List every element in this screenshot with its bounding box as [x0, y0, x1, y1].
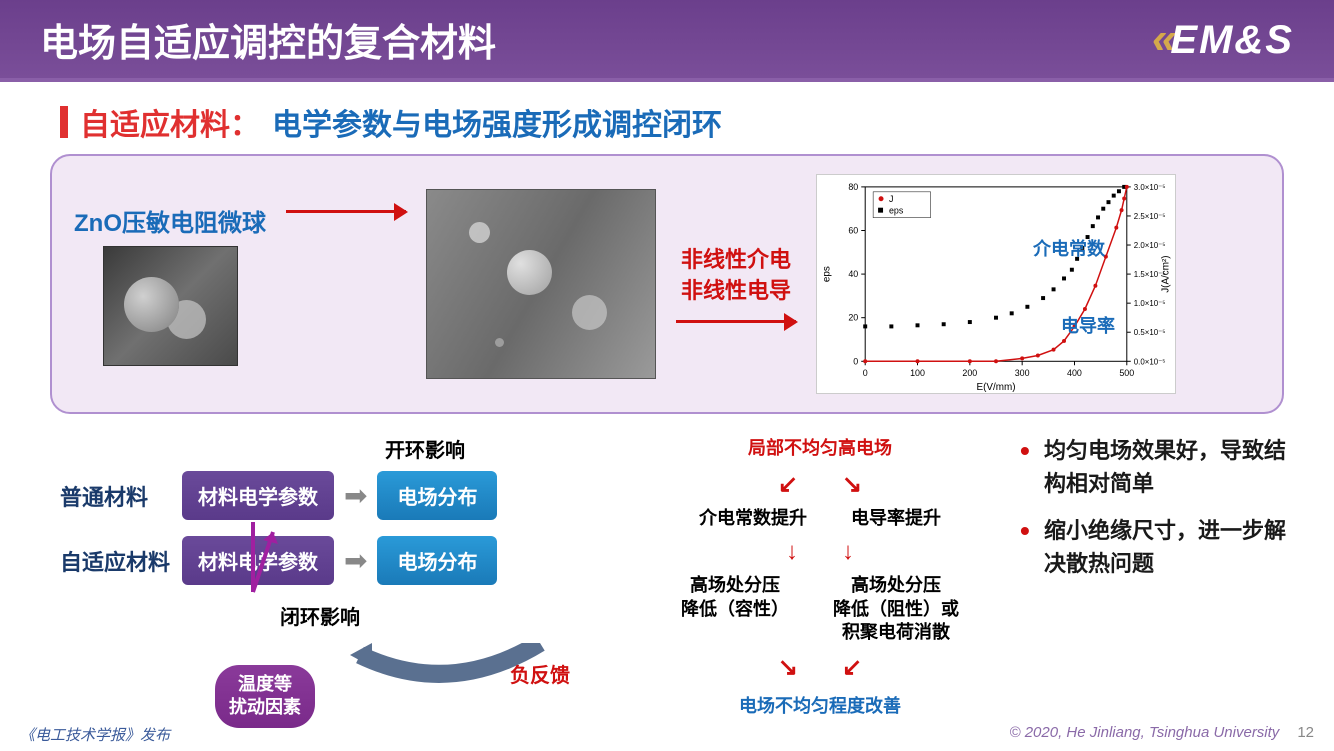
- arrow-icon: [676, 320, 796, 323]
- sem-image-2: [426, 189, 656, 379]
- arrow-icon: ➡: [344, 479, 367, 512]
- arrow-down-icon: ↘: [842, 470, 862, 499]
- sem-image-1: [103, 246, 238, 366]
- subtitle-row: 自适应材料： 电学参数与电场强度形成调控闭环: [0, 82, 1334, 154]
- svg-text:3.0×10⁻⁵: 3.0×10⁻⁵: [1134, 183, 1166, 192]
- bullet-list: 均匀电场效果好，导致结构相对简单 缩小绝缘尺寸，进一步解决散热问题: [1020, 434, 1304, 718]
- footer-journal: 《电工技术学报》发布: [20, 724, 170, 745]
- svg-text:200: 200: [962, 368, 977, 378]
- normal-material-label: 普通材料: [60, 480, 172, 512]
- svg-text:eps: eps: [889, 206, 904, 216]
- slide-header: 电场自适应调控的复合材料 «EM&S: [0, 0, 1334, 82]
- improvement-loop: 局部不均匀高电场 ↙↘ 介电常数提升 电导率提升 ↓↓ 高场处分压降低（容性） …: [650, 434, 990, 718]
- slide-footer: 《电工技术学报》发布 © 2020, He Jinliang, Tsinghua…: [0, 724, 1334, 745]
- svg-text:1.0×10⁻⁵: 1.0×10⁻⁵: [1134, 299, 1166, 308]
- chart-label-dielectric: 介电常数: [1033, 235, 1105, 261]
- svg-text:80: 80: [848, 182, 858, 192]
- chart-label-conductivity: 电导率: [1061, 312, 1115, 338]
- bullet-1: 均匀电场效果好，导致结构相对简单: [1020, 434, 1304, 500]
- loop-right2: 高场处分压降低（阻性）或积聚电荷消散: [833, 574, 959, 644]
- arrow-down-icon: ↓: [786, 538, 798, 566]
- svg-text:0.0×10⁻⁵: 0.0×10⁻⁵: [1134, 357, 1166, 366]
- arrow-down-icon: ↓: [842, 538, 854, 566]
- top-panel: ZnO压敏电阻微球 非线性介电 非线性电导 0 100 200 300 400 500 0 2…: [50, 154, 1284, 414]
- svg-text:500: 500: [1119, 368, 1134, 378]
- svg-text:E(V/mm): E(V/mm): [976, 382, 1015, 393]
- arrow-down-icon: ↙: [778, 470, 798, 499]
- nonlinear-chart: 0 100 200 300 400 500 0 20 40 60 80 0.0×10⁻⁵ 0.5×10⁻…: [816, 174, 1176, 394]
- svg-text:20: 20: [848, 313, 858, 323]
- temp-factor-box: 温度等 扰动因素: [215, 665, 315, 728]
- loop-left1: 介电常数提升: [699, 507, 807, 530]
- svg-text:2.5×10⁻⁵: 2.5×10⁻⁵: [1134, 212, 1166, 221]
- slide-title: 电场自适应调控的复合材料: [40, 12, 496, 67]
- logo: «EM&S: [1152, 14, 1294, 64]
- loop-bottom: 电场不均匀程度改善: [739, 692, 901, 718]
- svg-text:J(A/cm²): J(A/cm²): [1160, 255, 1171, 292]
- arrow-down-icon: ↘: [778, 653, 798, 682]
- svg-text:2.0×10⁻⁵: 2.0×10⁻⁵: [1134, 241, 1166, 250]
- elec-param-box: 材料电学参数: [182, 471, 334, 520]
- footer-copyright: © 2020, He Jinliang, Tsinghua University…: [1010, 724, 1315, 745]
- neg-feedback-label: 负反馈: [510, 659, 570, 688]
- svg-text:0: 0: [863, 368, 868, 378]
- arrow-down-icon: ↙: [842, 653, 862, 682]
- loop-top: 局部不均匀高电场: [748, 434, 892, 460]
- feedback-diagram: 开环影响 普通材料 材料电学参数 ➡ 电场分布 自适应材料 材料电学参数 ➡ 电…: [60, 434, 620, 718]
- svg-text:J: J: [889, 194, 893, 204]
- zno-column: ZnO压敏电阻微球: [74, 203, 266, 366]
- svg-text:300: 300: [1015, 368, 1030, 378]
- field-dist-box: 电场分布: [377, 536, 497, 585]
- svg-text:40: 40: [848, 269, 858, 279]
- svg-text:400: 400: [1067, 368, 1082, 378]
- loop-left2: 高场处分压降低（容性）: [681, 574, 789, 644]
- open-loop-label: 开环影响: [230, 434, 620, 463]
- svg-text:60: 60: [848, 225, 858, 235]
- lower-section: 开环影响 普通材料 材料电学参数 ➡ 电场分布 自适应材料 材料电学参数 ➡ 电…: [0, 414, 1334, 718]
- field-dist-box: 电场分布: [377, 471, 497, 520]
- zno-label: ZnO压敏电阻微球: [74, 203, 266, 238]
- arrow-icon: [286, 210, 406, 213]
- subtitle-blue: 电学参数与电场强度形成调控闭环: [272, 100, 722, 144]
- svg-text:eps: eps: [822, 266, 833, 282]
- adaptive-material-label: 自适应材料: [60, 545, 172, 577]
- arrow-icon: ➡: [344, 544, 367, 577]
- page-number: 12: [1297, 724, 1314, 741]
- close-loop-label: 闭环影响: [280, 601, 620, 630]
- subtitle-red: 自适应材料：: [80, 100, 260, 144]
- accent-bar: [60, 106, 68, 138]
- svg-text:100: 100: [910, 368, 925, 378]
- svg-text:0.5×10⁻⁵: 0.5×10⁻⁵: [1134, 328, 1166, 337]
- bullet-2: 缩小绝缘尺寸，进一步解决散热问题: [1020, 514, 1304, 580]
- temp-arrow-icon: [223, 522, 283, 597]
- nonlinear-labels: 非线性介电 非线性电导: [681, 245, 791, 307]
- loop-right1: 电导率提升: [851, 507, 941, 530]
- svg-text:0: 0: [853, 356, 858, 366]
